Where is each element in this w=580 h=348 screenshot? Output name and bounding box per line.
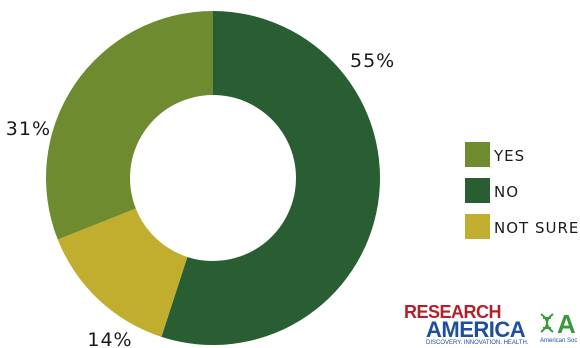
legend-swatch bbox=[465, 214, 490, 239]
slice-label-yes: 31% bbox=[6, 118, 51, 140]
research-america-logo-tagline: DISCOVERY. INNOVATION. HEALTH. bbox=[426, 340, 529, 346]
legend-label: YES bbox=[493, 147, 525, 165]
legend-label: NOT SURE bbox=[494, 219, 579, 237]
legend: YES NO NOT SURE bbox=[465, 142, 579, 239]
legend-label: NO bbox=[494, 183, 519, 201]
legend-item-no: NO bbox=[465, 178, 519, 203]
research-america-logo-line2: AMERICA bbox=[426, 317, 526, 342]
donut-slice-yes bbox=[45, 11, 213, 240]
legend-item-yes: YES bbox=[465, 142, 525, 167]
donut-slices bbox=[45, 11, 380, 345]
legend-item-not-sure: NOT SURE bbox=[465, 214, 579, 239]
dna-helix-icon bbox=[540, 313, 554, 333]
donut-slice-no bbox=[161, 11, 380, 345]
slice-labels: 55% 14% 31% bbox=[6, 50, 395, 348]
donut-slice-not-sure bbox=[57, 208, 188, 337]
slice-label-not-sure: 14% bbox=[87, 329, 132, 348]
asm-logo-subtitle: American Soc bbox=[540, 338, 577, 344]
asm-logo-mark: A bbox=[557, 309, 576, 339]
legend-swatch bbox=[465, 142, 490, 167]
research-america-logo: RESEARCH AMERICA DISCOVERY. INNOVATION. … bbox=[404, 302, 529, 346]
slice-label-no: 55% bbox=[350, 50, 395, 72]
legend-swatch bbox=[465, 178, 490, 203]
research-america-logo-line1: RESEARCH bbox=[404, 302, 501, 322]
asm-logo: A American Soc bbox=[540, 309, 577, 344]
